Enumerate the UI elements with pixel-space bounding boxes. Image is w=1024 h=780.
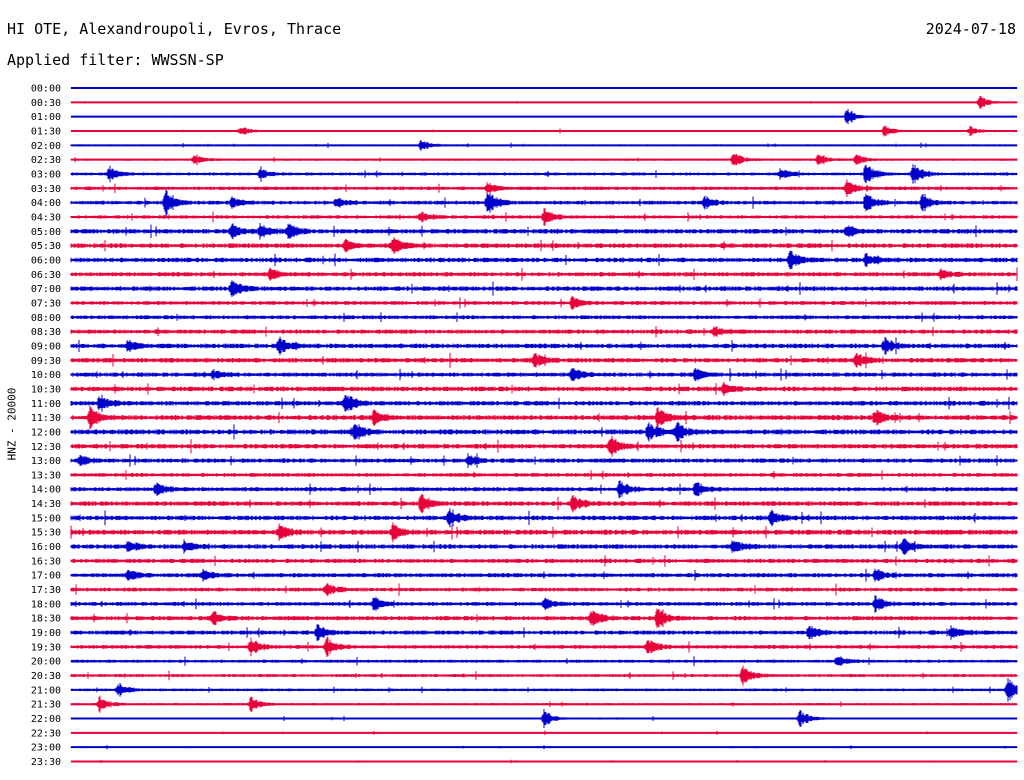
time-label-0430: 04:30 — [31, 212, 61, 223]
time-label-0730: 07:30 — [31, 298, 61, 309]
time-label-1330: 13:30 — [31, 470, 61, 481]
time-label-1630: 16:30 — [31, 556, 61, 567]
time-label-2000: 20:00 — [31, 657, 61, 668]
seismic-traces — [70, 87, 1018, 764]
time-label-0530: 05:30 — [31, 241, 61, 252]
time-label-0900: 09:00 — [31, 341, 61, 352]
time-label-1430: 14:30 — [31, 499, 61, 510]
time-label-0600: 06:00 — [31, 255, 61, 266]
time-label-0000: 00:00 — [31, 84, 61, 95]
time-label-2030: 20:30 — [31, 671, 61, 682]
time-label-2100: 21:00 — [31, 685, 61, 696]
time-label-2330: 23:30 — [31, 757, 61, 768]
record-date: 2024-07-18 — [925, 20, 1016, 38]
time-label-0130: 01:30 — [31, 126, 61, 137]
time-label-1000: 10:00 — [31, 370, 61, 381]
time-label-2230: 22:30 — [31, 728, 61, 739]
filter-label: Applied filter: WWSSN-SP — [7, 51, 224, 69]
time-label-1400: 14:00 — [31, 485, 61, 496]
time-label-2130: 21:30 — [31, 700, 61, 711]
time-label-0330: 03:30 — [31, 184, 61, 195]
time-label-0500: 05:00 — [31, 227, 61, 238]
time-label-1030: 10:30 — [31, 384, 61, 395]
time-label-1230: 12:30 — [31, 442, 61, 453]
time-label-1530: 15:30 — [31, 528, 61, 539]
time-label-1130: 11:30 — [31, 413, 61, 424]
time-label-0630: 06:30 — [31, 270, 61, 281]
time-label-1300: 13:00 — [31, 456, 61, 467]
time-label-2300: 23:00 — [31, 743, 61, 754]
time-labels: 00:00 00:30 01:00 01:30 02:00 02:30 03:00 03:30… — [31, 84, 61, 769]
time-label-1100: 11:00 — [31, 399, 61, 410]
time-label-1830: 18:30 — [31, 614, 61, 625]
time-label-0700: 07:00 — [31, 284, 61, 295]
time-label-1900: 19:00 — [31, 628, 61, 639]
time-label-1200: 12:00 — [31, 427, 61, 438]
time-label-0200: 02:00 — [31, 141, 61, 152]
time-label-1700: 17:00 — [31, 571, 61, 582]
time-label-2200: 22:00 — [31, 714, 61, 725]
time-label-0930: 09:30 — [31, 356, 61, 367]
time-label-0100: 01:00 — [31, 112, 61, 123]
time-label-1800: 18:00 — [31, 599, 61, 610]
time-label-1930: 19:30 — [31, 642, 61, 653]
station-title: HI OTE, Alexandroupoli, Evros, Thrace — [7, 20, 342, 38]
time-label-1600: 16:00 — [31, 542, 61, 553]
time-label-0800: 08:00 — [31, 313, 61, 324]
time-label-0400: 04:00 — [31, 198, 61, 209]
time-label-0830: 08:30 — [31, 327, 61, 338]
time-label-1500: 15:00 — [31, 513, 61, 524]
time-label-0230: 02:30 — [31, 155, 61, 166]
time-label-0030: 00:30 — [31, 98, 61, 109]
time-label-1730: 17:30 — [31, 585, 61, 596]
time-label-0300: 03:00 — [31, 169, 61, 180]
